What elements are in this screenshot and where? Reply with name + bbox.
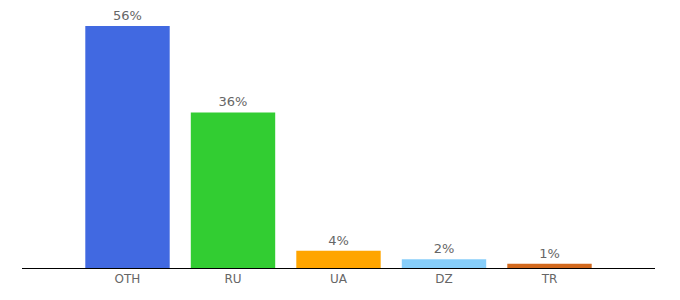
svg-text:1%: 1% — [539, 246, 560, 261]
svg-text:36%: 36% — [219, 94, 248, 109]
svg-text:DZ: DZ — [435, 272, 452, 286]
svg-text:OTH: OTH — [115, 272, 141, 286]
svg-text:56%: 56% — [113, 8, 142, 23]
svg-text:4%: 4% — [328, 233, 349, 248]
svg-text:TR: TR — [541, 272, 558, 286]
svg-text:UA: UA — [330, 272, 348, 286]
svg-text:RU: RU — [224, 272, 241, 286]
svg-text:2%: 2% — [434, 241, 455, 256]
